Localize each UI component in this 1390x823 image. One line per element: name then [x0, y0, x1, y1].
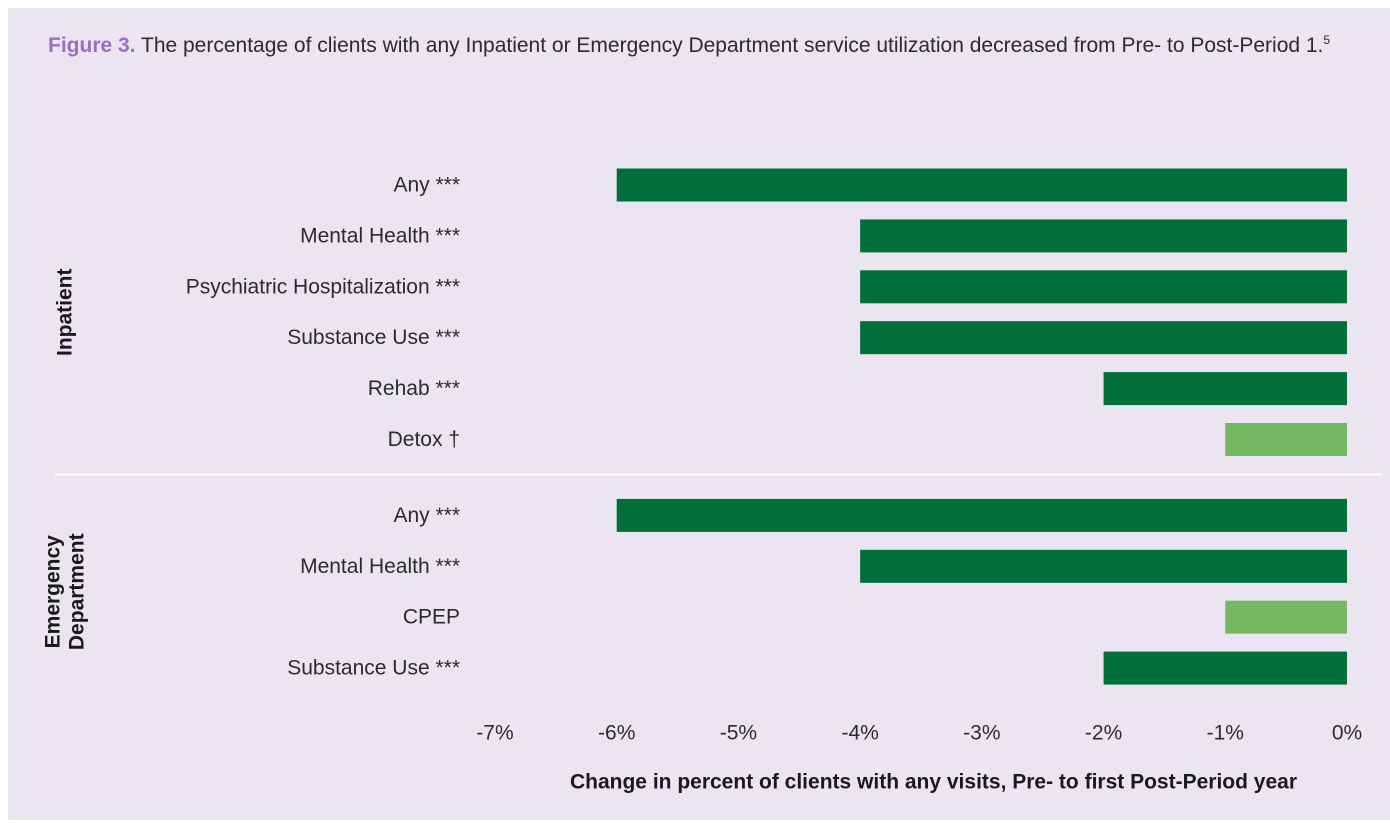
category-label: Detox †	[388, 428, 460, 451]
bar	[1225, 600, 1347, 634]
bar	[616, 168, 1347, 202]
x-tick-label: -5%	[720, 722, 757, 745]
category-label: Mental Health ***	[300, 555, 460, 578]
bar	[860, 321, 1347, 355]
x-tick-label: -3%	[963, 722, 1000, 745]
group-label: Inpatient	[54, 268, 77, 356]
caption-footnote: 5	[1323, 33, 1331, 47]
x-tick-label: -7%	[476, 722, 513, 745]
x-tick-label: 0%	[1332, 722, 1362, 745]
bar	[860, 219, 1347, 253]
category-label: Any ***	[393, 504, 460, 527]
category-label: Mental Health ***	[300, 224, 460, 247]
category-label: Substance Use ***	[287, 657, 460, 680]
figure-panel	[8, 8, 1390, 820]
caption-text: The percentage of clients with any Inpat…	[135, 34, 1324, 57]
bar	[860, 549, 1347, 583]
category-label: Rehab ***	[368, 377, 460, 400]
group-label: Emergency	[42, 535, 65, 649]
bar	[1103, 651, 1347, 685]
category-label: Psychiatric Hospitalization ***	[186, 275, 460, 298]
x-axis-title: Change in percent of clients with any vi…	[570, 771, 1297, 794]
x-tick-label: -1%	[1207, 722, 1244, 745]
figure-label: Figure 3.	[48, 34, 136, 57]
x-tick-label: -6%	[598, 722, 635, 745]
x-tick-label: -2%	[1085, 722, 1122, 745]
figure-caption: Figure 3. The percentage of clients with…	[48, 30, 1368, 61]
bar	[860, 270, 1347, 304]
category-label: Substance Use ***	[287, 326, 460, 349]
category-label: Any ***	[393, 174, 460, 197]
bar	[616, 498, 1347, 532]
bar	[1225, 423, 1347, 456]
category-label: CPEP	[403, 606, 460, 629]
group-label: Department	[66, 533, 89, 650]
bar	[1103, 372, 1347, 406]
x-tick-label: -4%	[841, 722, 878, 745]
